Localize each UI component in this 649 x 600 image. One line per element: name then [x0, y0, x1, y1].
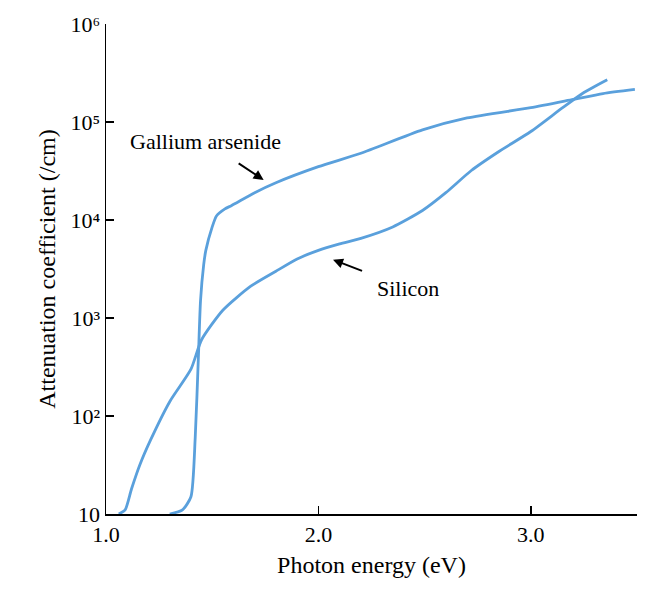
svg-text:2.0: 2.0 [305, 522, 333, 547]
svg-text:1.0: 1.0 [92, 522, 120, 547]
svg-text:3.0: 3.0 [517, 522, 545, 547]
svg-text:10⁵: 10⁵ [70, 110, 100, 135]
svg-text:10: 10 [78, 502, 100, 527]
svg-text:10⁴: 10⁴ [70, 208, 100, 233]
svg-text:10²: 10² [71, 404, 100, 429]
svg-text:10⁶: 10⁶ [70, 12, 100, 37]
svg-text:Silicon: Silicon [377, 276, 439, 301]
svg-text:Attenuation coefficient (/cm): Attenuation coefficient (/cm) [34, 129, 60, 408]
svg-text:Photon energy (eV): Photon energy (eV) [277, 552, 466, 578]
svg-text:10³: 10³ [71, 306, 100, 331]
svg-text:Gallium arsenide: Gallium arsenide [130, 129, 281, 154]
